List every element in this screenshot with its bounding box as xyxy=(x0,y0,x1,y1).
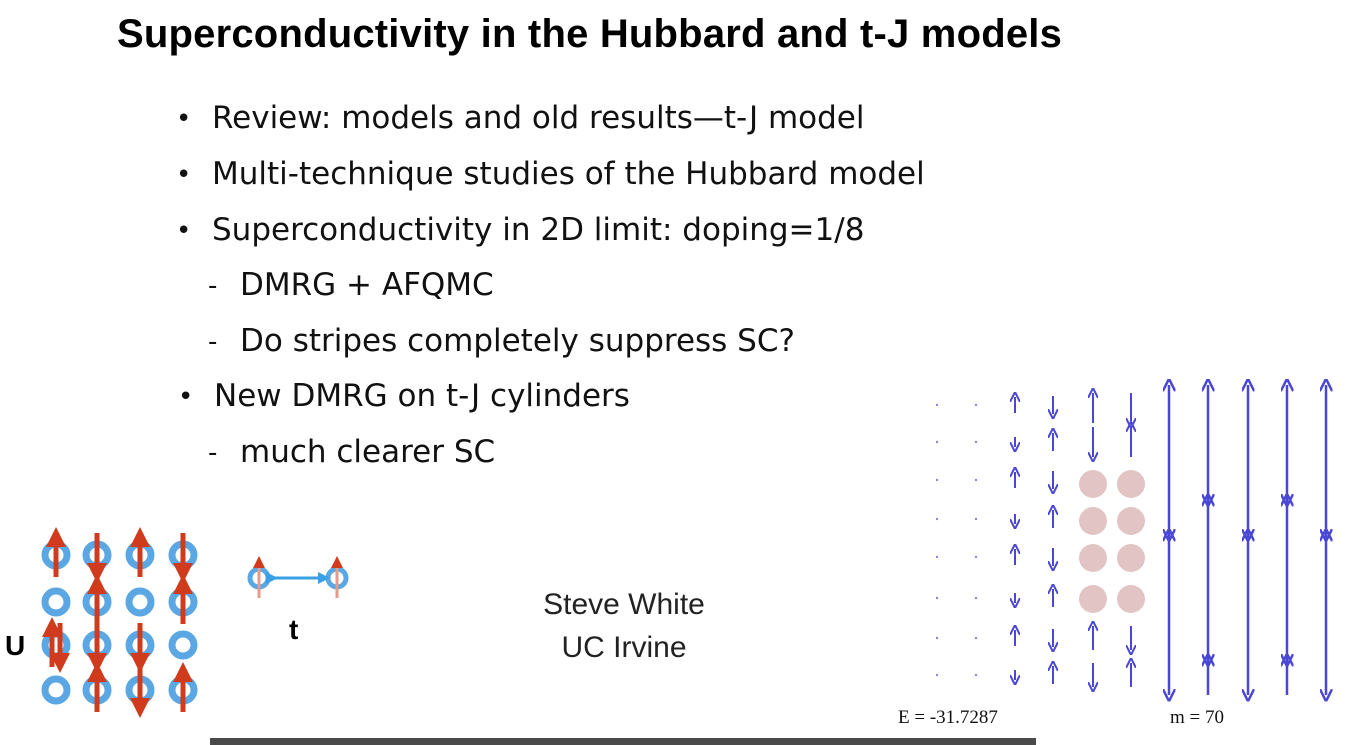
video-progress-bar[interactable] xyxy=(210,738,1036,745)
interaction-u-label: U xyxy=(5,630,26,661)
spin-dot xyxy=(935,596,939,600)
spin-dot xyxy=(974,673,978,677)
bullet-marker: • xyxy=(178,382,194,412)
hole-density-circle xyxy=(1117,470,1145,498)
spin-dot xyxy=(974,555,978,559)
spin-dot xyxy=(935,517,939,521)
hole-density-circle xyxy=(1079,507,1107,535)
hopping-t-label: t xyxy=(289,614,299,645)
spin-dot xyxy=(974,636,978,640)
sub-bullet-item: much clearer SC xyxy=(240,434,496,470)
bullet-item: Superconductivity in 2D limit: doping=1/… xyxy=(212,212,865,248)
slide-title: Superconductivity in the Hubbard and t-J… xyxy=(117,12,1063,56)
energy-label: E = -31.7287 xyxy=(898,707,998,728)
spin-dot xyxy=(935,555,939,559)
spin-dot xyxy=(974,440,978,444)
spin-dot xyxy=(974,478,978,482)
lattice-site xyxy=(168,630,198,660)
hole-density-circle xyxy=(1079,544,1107,572)
hubbard-lattice-figure xyxy=(41,527,349,718)
spin-dot xyxy=(935,440,939,444)
spin-dot xyxy=(974,517,978,521)
bullet-marker: • xyxy=(176,216,192,246)
author-name: Steve White xyxy=(543,588,705,621)
sub-bullet-marker: - xyxy=(208,271,218,301)
spin-dot xyxy=(974,596,978,600)
hole-density-circle xyxy=(1117,585,1145,613)
spin-dot xyxy=(935,636,939,640)
spin-dot xyxy=(935,403,939,407)
bullet-marker: • xyxy=(176,104,192,134)
bullet-item: Review: models and old results—t-J model xyxy=(212,100,865,136)
sub-bullet-marker: - xyxy=(208,438,218,468)
lattice-site xyxy=(125,587,155,617)
spin-dot xyxy=(974,403,978,407)
bullet-item: New DMRG on t-J cylinders xyxy=(214,378,630,414)
spin-dot xyxy=(935,478,939,482)
hole-density-circle xyxy=(1079,470,1107,498)
lattice-site xyxy=(41,675,71,705)
hole-density-circle xyxy=(1117,544,1145,572)
bullet-item: Multi-technique studies of the Hubbard m… xyxy=(212,156,925,192)
sub-bullet-marker: - xyxy=(208,327,218,357)
spin-dot xyxy=(935,673,939,677)
author-affiliation: UC Irvine xyxy=(561,631,687,664)
sub-bullet-item: DMRG + AFQMC xyxy=(240,267,494,303)
bond-dimension-label: m = 70 xyxy=(1170,707,1224,728)
hole-density-circle xyxy=(1079,585,1107,613)
bullet-marker: • xyxy=(176,160,192,190)
lattice-site xyxy=(41,587,71,617)
sub-bullet-item: Do stripes completely suppress SC? xyxy=(240,323,795,359)
hole-density-circle xyxy=(1117,507,1145,535)
